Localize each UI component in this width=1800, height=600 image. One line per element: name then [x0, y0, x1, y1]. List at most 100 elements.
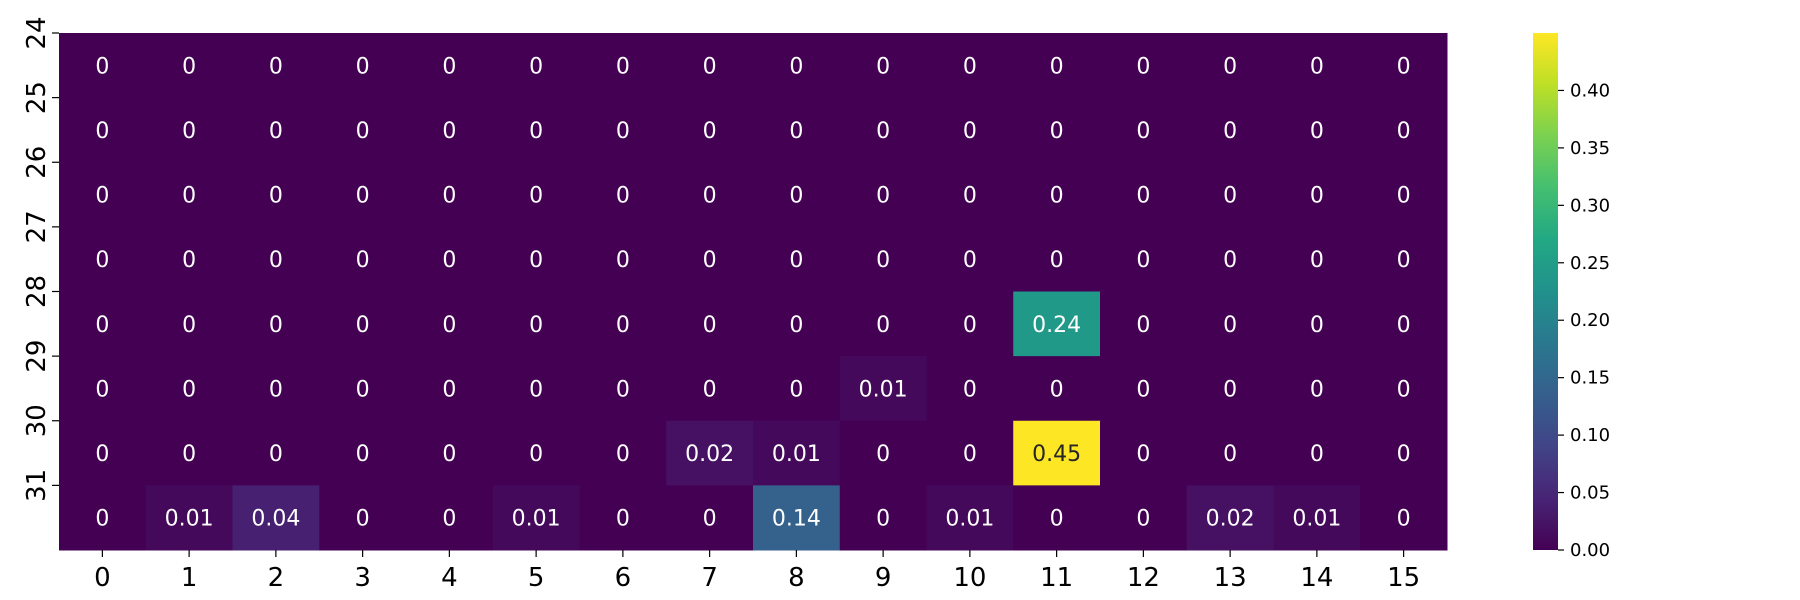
- heatmap-cell: [753, 356, 841, 422]
- cell-label: 0: [1397, 377, 1411, 402]
- cell-label: 0: [1136, 248, 1150, 273]
- cell-label: 0: [876, 184, 890, 209]
- heatmap-cell: [1013, 97, 1101, 163]
- cell-label: 0: [963, 248, 977, 273]
- heatmap-cell: [666, 291, 754, 357]
- cell-label: 0: [1310, 442, 1324, 467]
- colorbar-tick-label: 0.25: [1570, 253, 1610, 274]
- cell-label: 0: [95, 442, 109, 467]
- y-tick-label: 30: [22, 404, 52, 437]
- cell-label: 0: [356, 377, 370, 402]
- heatmap-cell: [1100, 485, 1188, 551]
- cell-label: 0: [616, 442, 630, 467]
- cell-label: 0: [1050, 377, 1064, 402]
- heatmap-cell: [1186, 291, 1274, 357]
- heatmap-cell: [1186, 226, 1274, 292]
- heatmap-cell: [319, 356, 407, 422]
- cell-label: 0: [182, 119, 196, 144]
- cell-label: 0: [95, 248, 109, 273]
- cell-label: 0: [182, 184, 196, 209]
- heatmap-cell: [1013, 356, 1101, 422]
- heatmap-cell: [1013, 420, 1101, 486]
- heatmap-cell: [59, 356, 147, 422]
- heatmap-cell: [232, 162, 320, 228]
- heatmap-cell: [579, 97, 667, 163]
- x-axis: 0 1 2 3 4 5 6 7 8 9 10 11 12 13 14 15: [94, 550, 1420, 593]
- y-tick-label: 26: [22, 146, 52, 179]
- heatmap-cell: [839, 485, 927, 551]
- heatmap-cell: [319, 485, 407, 551]
- cell-label: 0: [442, 377, 456, 402]
- heatmap-cell: [1013, 226, 1101, 292]
- cell-label: 0: [442, 184, 456, 209]
- cell-label: 0: [789, 184, 803, 209]
- cell-label: 0: [442, 248, 456, 273]
- heatmap-cell: [926, 420, 1014, 486]
- cell-label: 0.01: [772, 442, 821, 467]
- cell-label: 0: [182, 442, 196, 467]
- heatmap-cell: [926, 33, 1014, 99]
- heatmap-cell: [59, 291, 147, 357]
- cell-label: 0: [269, 377, 283, 402]
- x-tick-label: 14: [1300, 563, 1333, 593]
- cell-label: 0: [529, 119, 543, 144]
- heatmap-cell: [1100, 162, 1188, 228]
- heatmap-cell: [1013, 33, 1101, 99]
- heatmap-cell: [1273, 356, 1361, 422]
- y-tick-label: 29: [22, 340, 52, 373]
- heatmap-cell: [1100, 97, 1188, 163]
- heatmap-cell: [145, 97, 233, 163]
- cell-label: 0: [269, 54, 283, 79]
- x-tick-label: 3: [354, 563, 371, 593]
- heatmap-cell: [145, 356, 233, 422]
- cell-label: 0: [529, 377, 543, 402]
- heatmap-cell: [492, 162, 580, 228]
- heatmap-cell: [1186, 162, 1274, 228]
- heatmap-cell: [1100, 291, 1188, 357]
- cell-label: 0: [95, 313, 109, 338]
- heatmap-cell: [839, 97, 927, 163]
- cell-label: 0: [356, 184, 370, 209]
- cell-label: 0: [1136, 377, 1150, 402]
- cell-label: 0: [269, 184, 283, 209]
- heatmap-cell: [1273, 291, 1361, 357]
- heatmap-cell: [492, 97, 580, 163]
- cell-label: 0: [1136, 54, 1150, 79]
- cell-label: 0: [703, 184, 717, 209]
- cell-label: 0: [1310, 377, 1324, 402]
- x-tick-label: 4: [441, 563, 458, 593]
- cell-label: 0: [1397, 54, 1411, 79]
- colorbar-gradient: [1533, 33, 1558, 550]
- heatmap-cell: [926, 356, 1014, 422]
- y-tick-label: 25: [22, 81, 52, 114]
- cell-label: 0: [876, 248, 890, 273]
- heatmap-cell: [492, 291, 580, 357]
- heatmap-cell: [579, 485, 667, 551]
- heatmap-cell: [926, 97, 1014, 163]
- y-tick-label: 27: [22, 210, 52, 243]
- cell-label: 0: [1223, 184, 1237, 209]
- heatmap-cell: [839, 162, 927, 228]
- heatmap-cell: [1100, 226, 1188, 292]
- heatmap-cell: [1186, 33, 1274, 99]
- heatmap-cell: [319, 162, 407, 228]
- cell-label: 0: [442, 442, 456, 467]
- heatmap-cell: [753, 97, 841, 163]
- cell-label: 0: [1310, 119, 1324, 144]
- heatmap-cell: [319, 291, 407, 357]
- heatmap-cell: [319, 33, 407, 99]
- cell-label: 0: [789, 54, 803, 79]
- heatmap-cell: [1360, 97, 1448, 163]
- heatmap-cell: [1273, 226, 1361, 292]
- heatmap-cell: [926, 226, 1014, 292]
- cell-label: 0: [616, 377, 630, 402]
- heatmap-cell: [232, 485, 320, 551]
- cell-label: 0: [703, 248, 717, 273]
- cell-label: 0: [356, 54, 370, 79]
- cell-label: 0: [789, 377, 803, 402]
- cell-label: 0: [1310, 248, 1324, 273]
- cell-label: 0: [182, 54, 196, 79]
- heatmap-cell: [145, 33, 233, 99]
- cell-label: 0: [789, 119, 803, 144]
- cell-label: 0: [182, 313, 196, 338]
